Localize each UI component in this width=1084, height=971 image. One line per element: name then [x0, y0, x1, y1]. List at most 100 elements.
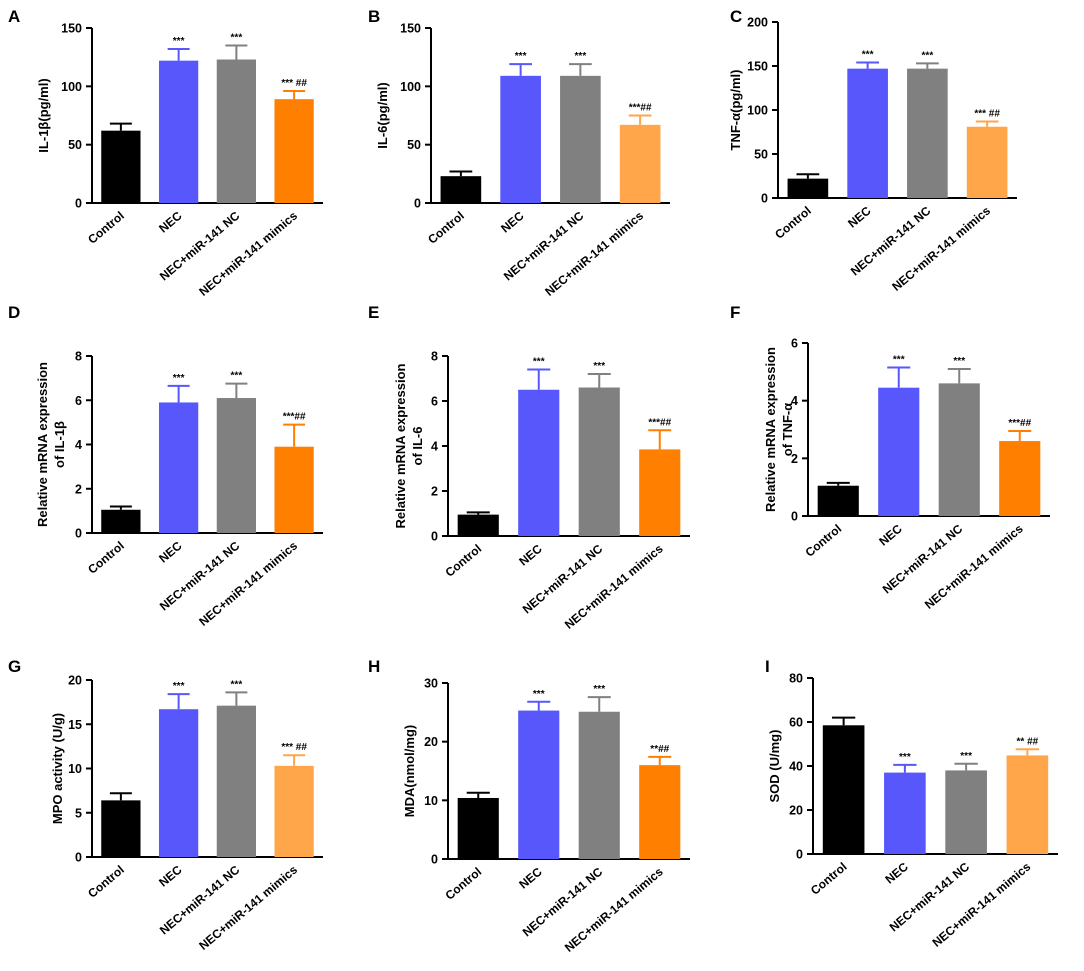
bar — [878, 387, 920, 516]
bar — [847, 68, 888, 198]
y-axis-label: Relative mRNA expression — [393, 363, 408, 528]
significance-label: *** ## — [974, 108, 1000, 119]
category-label: Control — [443, 542, 485, 580]
significance-label: ***## — [283, 412, 306, 423]
y-tick-label: 0 — [414, 197, 421, 211]
panel-letter: H — [368, 657, 380, 676]
bar — [457, 797, 499, 859]
y-tick-label: 60 — [789, 716, 803, 730]
category-label: NEC+miR-141 mimics — [930, 859, 1034, 949]
bar — [500, 75, 541, 203]
y-tick-label: 8 — [75, 350, 82, 364]
y-tick-label: 20 — [789, 804, 803, 818]
significance-label: *** — [953, 356, 965, 367]
y-tick-label: 150 — [400, 22, 421, 36]
y-tick-label: 100 — [747, 104, 768, 118]
bar — [578, 711, 620, 859]
significance-label: *** ## — [281, 742, 307, 753]
bar — [999, 441, 1041, 516]
category-label: Control — [443, 865, 485, 903]
significance-label: *** — [922, 50, 934, 61]
significance-label: *** — [533, 357, 545, 368]
bar — [1006, 755, 1049, 854]
y-axis-label: of IL-1β — [52, 421, 67, 468]
significance-label: ***## — [629, 103, 652, 114]
significance-label: ** ## — [1017, 736, 1039, 747]
bar — [822, 725, 865, 854]
category-label: Control — [803, 522, 845, 560]
bar — [938, 383, 980, 516]
category-label: NEC+miR-141 mimics — [922, 521, 1026, 611]
chart-panel-d: D 0 2 4 6 8 Relative mRNA expression of IL-1β Co… — [8, 303, 323, 629]
category-label: Control — [425, 209, 467, 247]
bar — [158, 402, 199, 533]
category-label: NEC — [156, 862, 185, 889]
significance-label: ***## — [1008, 418, 1031, 429]
chart-panel-b: B 0 50 100 150 IL-6(pg/ml) Control *** NEC *** NEC… — [368, 7, 670, 299]
y-tick-label: 0 — [75, 527, 82, 541]
y-tick-label: 0 — [431, 853, 438, 867]
bar — [518, 389, 560, 536]
y-tick-label: 0 — [796, 848, 803, 862]
y-tick-label: 10 — [68, 762, 82, 776]
category-label: Control — [808, 860, 850, 898]
y-tick-label: 8 — [431, 350, 438, 364]
y-tick-label: 200 — [747, 16, 768, 30]
bar — [158, 709, 199, 857]
y-tick-label: 4 — [431, 440, 438, 454]
bar — [216, 398, 257, 533]
category-label: NEC+miR-141 mimics — [196, 862, 300, 952]
category-label: NEC — [516, 864, 545, 891]
bar — [639, 765, 681, 859]
y-tick-label: 150 — [747, 60, 768, 74]
y-tick-label: 4 — [791, 394, 798, 408]
significance-label: *** — [862, 49, 874, 60]
bar — [101, 509, 141, 533]
bar — [966, 126, 1008, 198]
y-tick-label: 100 — [61, 80, 82, 94]
y-tick-label: 6 — [75, 394, 82, 408]
bar — [884, 772, 926, 854]
significance-label: *** — [960, 751, 972, 762]
panel-letter: G — [8, 657, 21, 676]
bar — [216, 705, 257, 857]
y-tick-label: 5 — [75, 806, 82, 820]
bar — [158, 60, 199, 203]
category-label: NEC — [876, 521, 905, 548]
significance-label: *** — [231, 33, 243, 44]
bar — [817, 485, 859, 516]
significance-label: *** — [515, 51, 527, 62]
y-tick-label: 0 — [431, 530, 438, 544]
y-tick-label: 0 — [75, 851, 82, 865]
y-tick-label: 50 — [68, 138, 82, 152]
category-label: NEC — [498, 208, 527, 235]
y-tick-label: 150 — [61, 22, 82, 36]
y-tick-label: 0 — [761, 192, 768, 206]
category-label: NEC — [516, 541, 545, 568]
y-axis-label: IL-1β(pg/ml) — [36, 78, 51, 152]
bar — [639, 449, 681, 536]
y-tick-label: 4 — [75, 438, 82, 452]
significance-label: *** — [575, 51, 587, 62]
category-label: NEC — [156, 538, 185, 565]
significance-label: *** — [173, 36, 185, 47]
category-label: NEC+miR-141 mimics — [562, 864, 666, 954]
bar — [216, 59, 257, 203]
panel-letter: A — [8, 7, 20, 26]
y-axis-label: TNF-α(pg/ml) — [728, 70, 743, 151]
y-tick-label: 2 — [431, 485, 438, 499]
bar — [518, 710, 560, 859]
chart-panel-e: E 0 2 4 6 8 Relative mRNA expression of IL-6 Con… — [368, 303, 690, 632]
significance-label: *** — [893, 355, 905, 366]
y-tick-label: 20 — [424, 735, 438, 749]
significance-label: *** — [173, 373, 185, 384]
y-tick-label: 10 — [424, 794, 438, 808]
y-axis-label: MPO activity (U/g) — [50, 713, 65, 824]
y-tick-label: 2 — [75, 482, 82, 496]
category-label: NEC+miR-141 mimics — [196, 208, 300, 298]
significance-label: *** — [593, 684, 605, 695]
panel-letter: C — [730, 7, 742, 26]
category-label: NEC — [845, 203, 874, 230]
panel-letter: B — [368, 7, 380, 26]
